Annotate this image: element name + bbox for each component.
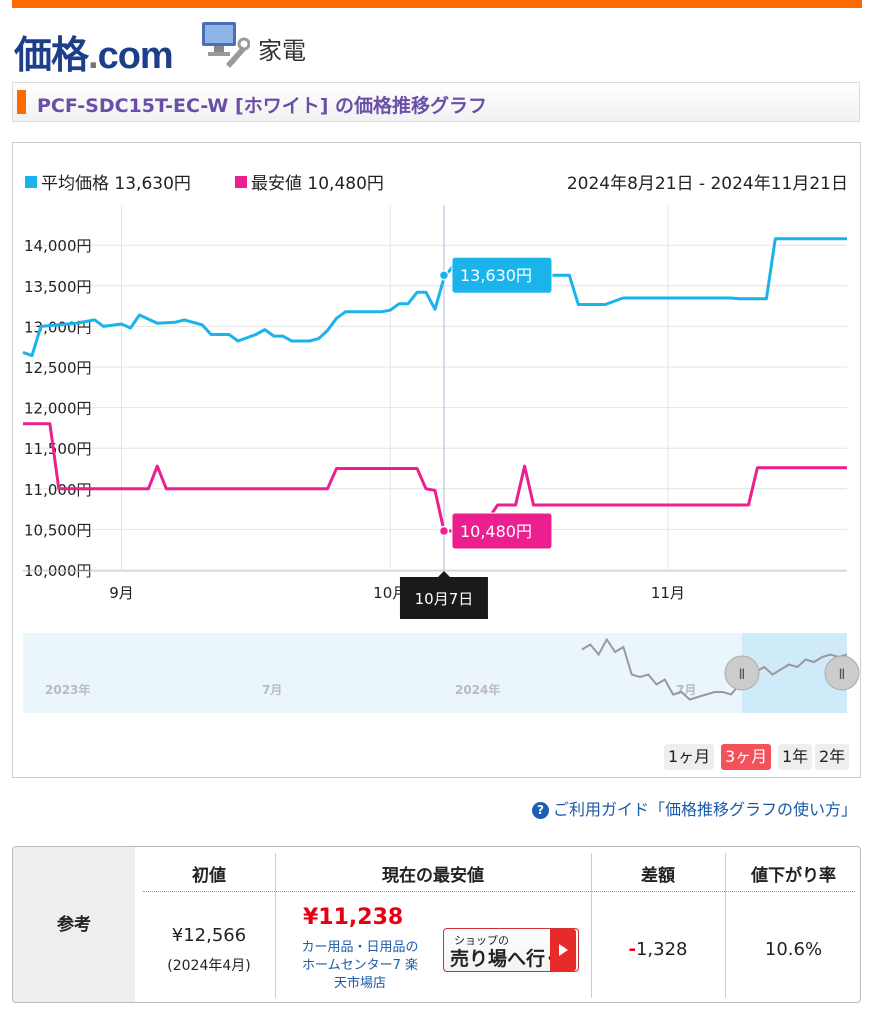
y-tick-label: 12,000円 bbox=[24, 400, 92, 418]
navigator-right-handle-grip: Ⅱ bbox=[839, 667, 846, 683]
navigator-right-handle[interactable] bbox=[824, 655, 860, 691]
tab-1-month[interactable]: 1ヶ月 bbox=[664, 744, 715, 770]
lowest-price-line bbox=[23, 422, 847, 533]
top-orange-bar bbox=[12, 0, 862, 8]
x-tick-label: 11月 bbox=[651, 584, 685, 602]
initial-date: (2024年4月) bbox=[167, 958, 251, 974]
average-tooltip-marker bbox=[438, 269, 450, 281]
legend-average[interactable]: 平均価格 13,630円 bbox=[25, 169, 191, 194]
navigator-label: 7月 bbox=[676, 683, 696, 697]
usage-guide-link[interactable]: ? ご利用ガイド「価格推移グラフの使い方」 bbox=[531, 796, 857, 820]
lowest-tooltip-marker bbox=[438, 525, 450, 537]
shop-name-link[interactable]: カー用品・日用品の ホームセンター7 楽 天市場店 bbox=[285, 939, 435, 993]
logo-dot: . bbox=[88, 35, 99, 77]
page-title-box: PCF-SDC15T-EC-W [ホワイト] の価格推移グラフ bbox=[12, 82, 860, 122]
initial-price: ¥12,566 bbox=[171, 925, 247, 946]
average-price-line bbox=[22, 237, 847, 358]
title-accent-bar bbox=[17, 90, 26, 114]
lowest-tooltip-value: 10,480円 bbox=[460, 522, 532, 541]
usage-guide-text: ご利用ガイド「価格推移グラフの使い方」 bbox=[552, 800, 857, 819]
legend-average-label: 平均価格 bbox=[41, 174, 109, 194]
header-initial: 初値 bbox=[192, 866, 226, 886]
legend-average-value: 13,630円 bbox=[114, 174, 191, 194]
y-tick-label: 13,500円 bbox=[24, 278, 92, 296]
monitor-wrench-icon bbox=[202, 22, 250, 68]
tab-2-years-label: 2年 bbox=[819, 747, 846, 766]
price-chart-panel: 平均価格 13,630円 最安値 10,480円 2024年8月21日 - 20… bbox=[12, 142, 861, 778]
navigator-label: 2023年 bbox=[45, 682, 90, 697]
logo-text: 価格 bbox=[14, 35, 89, 77]
date-tooltip-box bbox=[399, 577, 488, 619]
tab-1-year-label: 1年 bbox=[782, 747, 809, 766]
shop-button-label: 売り場へ行く bbox=[450, 948, 565, 970]
shop-line-1: カー用品・日用品の bbox=[301, 940, 419, 955]
legend-lowest-value: 10,480円 bbox=[307, 174, 384, 194]
header-divider bbox=[143, 891, 855, 892]
y-tick-label: 12,500円 bbox=[24, 359, 92, 377]
price-summary-table: 参考 初値 現在の最安値 差額 値下がり率 ¥12,566 (2024年4月) … bbox=[12, 846, 861, 1003]
navigator-background[interactable] bbox=[23, 633, 847, 713]
drop-rate: 10.6% bbox=[764, 939, 823, 960]
navigator-overview-line bbox=[581, 637, 848, 701]
category-label[interactable]: 家電 bbox=[258, 37, 306, 65]
divider bbox=[591, 853, 592, 998]
go-to-shop-button[interactable]: ショップの 売り場へ行く bbox=[443, 928, 579, 972]
row-label: 参考 bbox=[13, 847, 135, 1002]
header-current-low: 現在の最安値 bbox=[382, 866, 484, 886]
tab-1-year[interactable]: 1年 bbox=[778, 744, 813, 770]
tab-3-months[interactable]: 3ヶ月 bbox=[721, 744, 772, 770]
shop-line-2: ホームセンター7 楽 bbox=[301, 958, 418, 973]
divider bbox=[275, 853, 276, 998]
price-line-chart[interactable]: 14,000円13,500円13,000円12,500円12,000円11,50… bbox=[0, 0, 871, 780]
y-tick-label: 10,500円 bbox=[24, 521, 92, 539]
navigator-label: 7月 bbox=[262, 683, 282, 697]
shop-line-3: 天市場店 bbox=[333, 976, 386, 991]
navigator-label: 2024年 bbox=[455, 682, 500, 697]
x-tick-label: 9月 bbox=[109, 584, 134, 602]
y-tick-label: 14,000円 bbox=[24, 237, 92, 255]
x-tick-label: 10月 bbox=[373, 584, 407, 602]
navigator-left-handle[interactable] bbox=[724, 655, 760, 691]
divider bbox=[725, 853, 726, 998]
header-drop-rate: 値下がり率 bbox=[751, 866, 836, 886]
tab-1-month-label: 1ヶ月 bbox=[668, 747, 711, 766]
shop-button-top-label: ショップの bbox=[454, 934, 509, 947]
page-title: PCF-SDC15T-EC-W [ホワイト] の価格推移グラフ bbox=[37, 95, 487, 117]
kakaku-logo[interactable]: 価格.com bbox=[14, 24, 174, 79]
lowest-tooltip-box bbox=[451, 512, 553, 550]
difference-value: 1,328 bbox=[635, 939, 688, 960]
date-tooltip-arrow bbox=[437, 571, 450, 577]
average-swatch bbox=[25, 176, 37, 188]
date-tooltip-label: 10月7日 bbox=[415, 590, 474, 608]
y-tick-label: 11,500円 bbox=[24, 440, 92, 458]
question-circle-icon: ? bbox=[531, 802, 549, 819]
tab-2-years[interactable]: 2年 bbox=[815, 744, 850, 770]
legend-lowest-label: 最安値 bbox=[251, 174, 302, 194]
tab-3-months-label: 3ヶ月 bbox=[725, 747, 768, 766]
difference-sign: - bbox=[628, 939, 636, 960]
play-arrow-icon bbox=[550, 929, 576, 971]
logo-com: com bbox=[97, 35, 174, 77]
navigator-left-handle-grip: Ⅱ bbox=[739, 667, 746, 683]
legend-lowest[interactable]: 最安値 10,480円 bbox=[235, 169, 384, 194]
lowest-swatch bbox=[235, 176, 247, 188]
current-low-price[interactable]: ¥11,238 bbox=[303, 905, 404, 930]
date-range: 2024年8月21日 - 2024年11月21日 bbox=[566, 174, 848, 194]
header-difference: 差額 bbox=[641, 866, 675, 886]
price-difference: -1,328 bbox=[591, 939, 725, 960]
average-tooltip-value: 13,630円 bbox=[460, 266, 532, 285]
average-tooltip-box bbox=[451, 256, 553, 294]
